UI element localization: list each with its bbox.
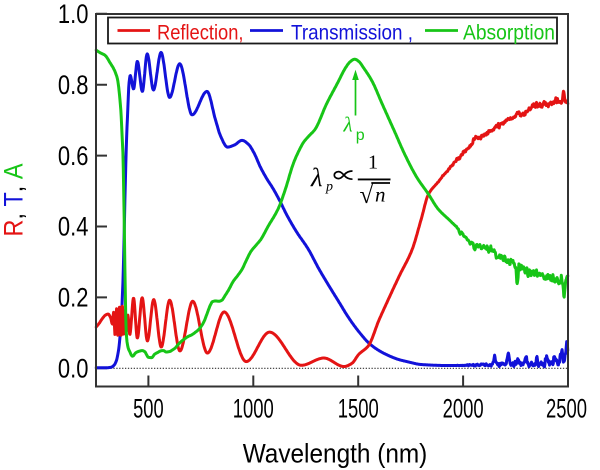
svg-text:p: p xyxy=(325,180,333,195)
svg-text:Reflection,: Reflection, xyxy=(157,21,244,44)
svg-text:p: p xyxy=(356,127,365,144)
svg-text:500: 500 xyxy=(133,394,164,424)
svg-text:0.8: 0.8 xyxy=(58,70,89,100)
svg-text:0.2: 0.2 xyxy=(58,283,89,313)
svg-text:√: √ xyxy=(360,182,374,209)
svg-text:1000: 1000 xyxy=(233,394,274,424)
svg-text:1500: 1500 xyxy=(338,394,379,424)
svg-text:2000: 2000 xyxy=(443,394,484,424)
svg-text:λ: λ xyxy=(343,113,353,137)
svg-text:Transmission ,: Transmission , xyxy=(291,21,413,44)
svg-text:0.4: 0.4 xyxy=(58,212,89,242)
svg-text:1.0: 1.0 xyxy=(58,0,89,29)
svg-text:n: n xyxy=(375,183,386,207)
svg-text:Wavelength (nm): Wavelength (nm) xyxy=(243,439,428,469)
svg-text:0.6: 0.6 xyxy=(58,141,89,171)
svg-text:Absorption: Absorption xyxy=(463,21,555,44)
svg-text:2500: 2500 xyxy=(546,394,587,424)
svg-text:λ: λ xyxy=(310,162,322,192)
svg-text:1: 1 xyxy=(368,152,378,174)
svg-text:0.0: 0.0 xyxy=(58,354,89,384)
svg-text:R, T, A: R, T, A xyxy=(0,163,29,236)
